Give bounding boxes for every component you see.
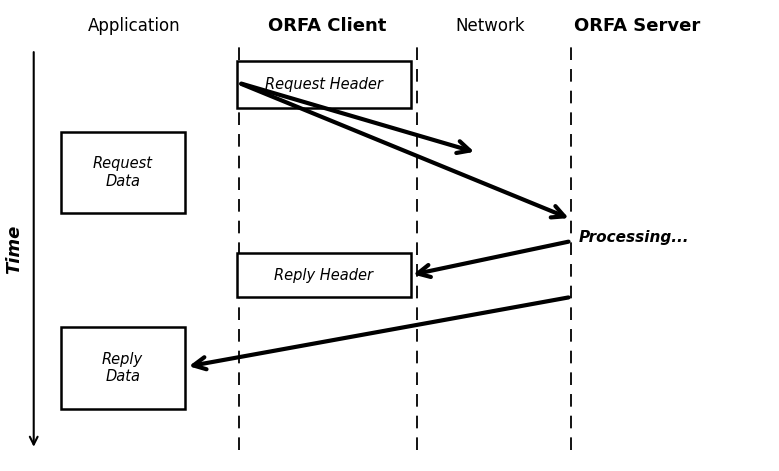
Text: Reply Header: Reply Header: [274, 268, 373, 283]
FancyBboxPatch shape: [61, 327, 185, 409]
FancyBboxPatch shape: [237, 253, 411, 297]
Text: ORFA Client: ORFA Client: [269, 17, 387, 35]
Text: Reply
Data: Reply Data: [102, 352, 143, 384]
Text: Time: Time: [5, 225, 23, 274]
Text: ORFA Server: ORFA Server: [574, 17, 700, 35]
Text: Application: Application: [88, 17, 181, 35]
Text: Processing...: Processing...: [579, 230, 689, 245]
Text: Request
Data: Request Data: [93, 156, 153, 189]
Text: Network: Network: [455, 17, 525, 35]
FancyBboxPatch shape: [61, 132, 185, 213]
FancyBboxPatch shape: [237, 61, 411, 107]
Text: Request Header: Request Header: [265, 77, 382, 92]
